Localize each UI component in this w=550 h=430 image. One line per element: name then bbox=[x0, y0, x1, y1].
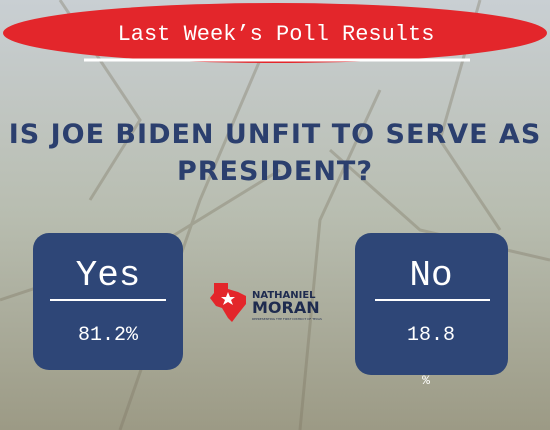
question-line: IS JOE BIDEN UNFIT TO SERVE AS bbox=[9, 119, 542, 150]
yes-box bbox=[33, 233, 183, 370]
option-result: 81.2% bbox=[78, 324, 139, 347]
logo-first-name: NATHANIEL bbox=[252, 290, 316, 301]
logo-last-name: MORAN bbox=[252, 298, 320, 317]
no-box bbox=[355, 233, 508, 375]
title: Last Week’s Poll Results bbox=[118, 22, 435, 47]
option-label: Yes bbox=[76, 255, 141, 296]
option-suffix: % bbox=[422, 373, 430, 388]
question-line: PRESIDENT? bbox=[177, 156, 373, 187]
option-result: 18.8 bbox=[407, 324, 455, 347]
logo-star bbox=[221, 292, 235, 305]
texas-logo bbox=[210, 283, 246, 322]
logo-tagline: REPRESENTING THE FIRST DISTRICT OF TEXAS bbox=[252, 317, 322, 321]
option-label: No bbox=[409, 255, 452, 296]
title-banner bbox=[3, 3, 547, 63]
